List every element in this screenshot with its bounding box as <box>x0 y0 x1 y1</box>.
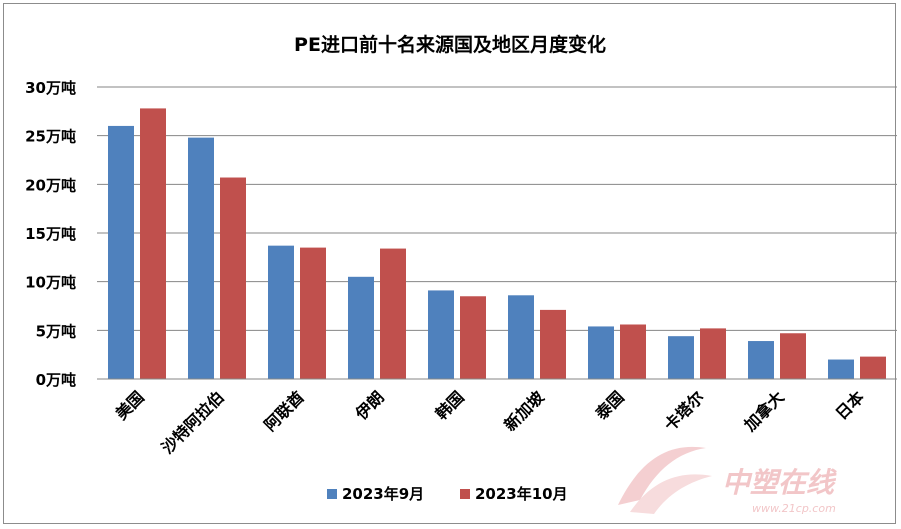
y-tick-label: 25万吨 <box>25 128 76 146</box>
category-label: 阿联酋 <box>260 387 307 434</box>
watermark-url: www.21cp.com <box>752 502 836 515</box>
bar-sep-4 <box>428 290 454 379</box>
legend-swatch <box>460 489 470 499</box>
category-label: 沙特阿拉伯 <box>158 387 228 457</box>
y-tick-label: 20万吨 <box>25 176 76 194</box>
bar-sep-3 <box>348 276 374 379</box>
bar-oct-5 <box>540 309 566 379</box>
category-label: 韩国 <box>432 387 468 423</box>
bar-oct-1 <box>220 177 246 379</box>
bar-oct-6 <box>620 324 646 379</box>
bar-oct-3 <box>380 248 406 379</box>
y-axis-ticks: 0万吨 5万吨 10万吨 15万吨 20万吨 25万吨 30万吨 <box>25 79 76 389</box>
x-axis-categories: 美国 沙特阿拉伯 阿联酋 伊朗 韩国 新加坡 泰国 卡塔尔 加拿大 日本 <box>112 387 868 458</box>
bar-oct-0 <box>140 108 166 379</box>
bar-oct-7 <box>700 328 726 379</box>
watermark: 中塑在线 www.21cp.com <box>618 446 837 515</box>
chart-title: PE进口前十名来源国及地区月度变化 <box>294 33 606 56</box>
legend: 2023年9月 2023年10月 <box>327 485 568 503</box>
legend-label: 2023年10月 <box>475 485 568 503</box>
category-label: 伊朗 <box>351 387 388 424</box>
watermark-logo-icon <box>618 446 712 514</box>
bar-oct-4 <box>460 296 486 379</box>
category-label: 新加坡 <box>500 387 548 435</box>
bar-sep-6 <box>588 326 614 379</box>
bar-oct-8 <box>780 333 806 379</box>
bar-oct-2 <box>300 247 326 379</box>
legend-swatch <box>327 489 337 499</box>
legend-label: 2023年9月 <box>342 485 424 503</box>
y-tick-label: 15万吨 <box>25 225 76 243</box>
category-label: 泰国 <box>591 387 628 424</box>
bar-sep-8 <box>748 341 774 379</box>
category-label: 日本 <box>832 387 868 423</box>
bars <box>108 108 886 379</box>
bar-sep-1 <box>188 137 214 379</box>
bar-sep-9 <box>828 359 854 379</box>
bar-sep-5 <box>508 295 534 379</box>
watermark-text: 中塑在线 <box>722 466 837 499</box>
y-tick-label: 10万吨 <box>25 274 76 292</box>
y-tick-label: 5万吨 <box>36 322 76 340</box>
gridlines <box>97 86 897 331</box>
y-tick-label: 30万吨 <box>25 79 76 97</box>
y-tick-label: 0万吨 <box>36 371 76 389</box>
category-label: 美国 <box>112 387 148 423</box>
category-label: 卡塔尔 <box>660 387 707 434</box>
bar-sep-7 <box>668 336 694 379</box>
bar-sep-2 <box>268 245 294 379</box>
bar-oct-9 <box>860 356 886 379</box>
bar-sep-0 <box>108 125 134 379</box>
category-label: 加拿大 <box>740 387 788 435</box>
